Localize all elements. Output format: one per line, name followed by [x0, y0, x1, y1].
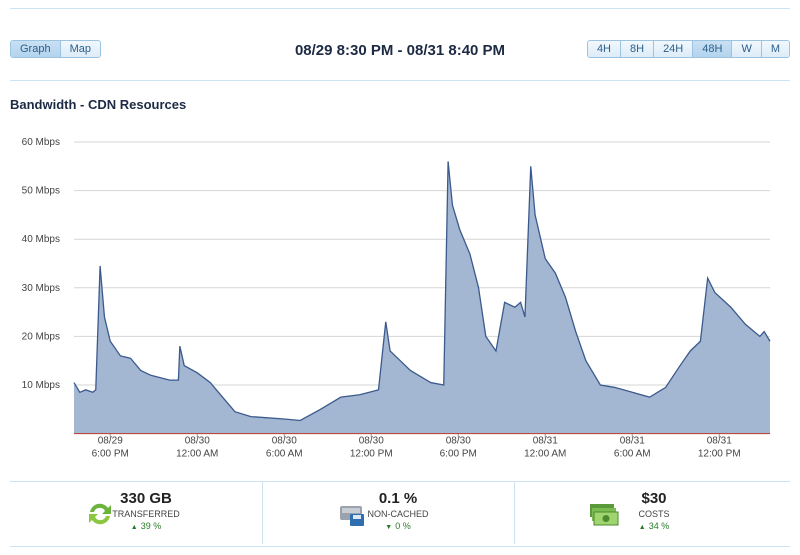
- view-tab[interactable]: Map: [59, 41, 100, 57]
- x-tick-label: 6:00 PM: [92, 449, 129, 460]
- range-buttons: 4H 8H 24H 48H W M: [586, 40, 790, 58]
- stat-label: TRANSFERRED: [112, 509, 180, 519]
- stat-value: 330 GB: [120, 490, 172, 507]
- x-tick-label: 08/31: [620, 436, 645, 447]
- top-rule: [10, 8, 790, 9]
- change-arrow: ▲: [130, 524, 138, 531]
- range-button[interactable]: 48H: [692, 41, 732, 57]
- x-tick-label: 6:00 AM: [266, 449, 303, 460]
- date-range: 08/29 8:30 PM - 08/31 8:40 PM: [294, 42, 506, 59]
- x-tick-label: 08/31: [707, 436, 732, 447]
- area: [74, 161, 770, 434]
- chart: 10 Mbps 20 Mbps 30 Mbps 40 Mbps 50 Mbps 60 Mb…: [22, 137, 771, 460]
- range-button[interactable]: M: [760, 41, 789, 57]
- chart-title: Bandwidth - CDN Resources: [10, 97, 187, 112]
- stats-box: [10, 481, 790, 547]
- x-tick-label: 08/30: [359, 436, 384, 447]
- view-tab[interactable]: Graph: [11, 41, 60, 57]
- stat-label: COSTS: [638, 509, 670, 519]
- y-tick-label: 60 Mbps: [22, 137, 60, 148]
- y-tick-label: 10 Mbps: [22, 380, 60, 391]
- change-arrow: ▼: [385, 524, 393, 531]
- x-tick-label: 08/30: [446, 436, 471, 447]
- x-tick-label: 08/31: [533, 436, 558, 447]
- change-value: 39 %: [140, 521, 162, 531]
- stat-icon: [338, 500, 368, 533]
- x-tick-label: 08/30: [185, 436, 210, 447]
- stat-icon: [86, 500, 114, 533]
- y-tick-label: 40 Mbps: [22, 234, 60, 245]
- line: [73, 161, 771, 422]
- stat-icon: [588, 500, 620, 533]
- x-tick-label: 6:00 PM: [440, 449, 477, 460]
- y-tick-label: 50 Mbps: [22, 186, 60, 197]
- header-rule: [10, 80, 790, 81]
- stat-label: NON-CACHED: [367, 509, 429, 519]
- stat-value: $30: [641, 490, 667, 507]
- stat-change: ▲ 34 %: [594, 521, 714, 531]
- change-arrow: ▲: [638, 524, 646, 531]
- y-tick-label: 20 Mbps: [22, 331, 60, 342]
- range-button[interactable]: W: [731, 41, 761, 57]
- range-button[interactable]: 4H: [587, 41, 620, 57]
- stat-panel: $30 COSTS ▲ 34 %: [514, 482, 790, 544]
- stat-change: ▲ 39 %: [86, 521, 206, 531]
- x-tick-label: 08/30: [272, 436, 297, 447]
- stat-change: ▼ 0 %: [338, 521, 458, 531]
- view-tabs: Graph Map: [10, 40, 101, 58]
- x-tick-label: 08/29: [98, 436, 123, 447]
- x-tick-label: 6:00 AM: [614, 449, 651, 460]
- stat-value: 0.1 %: [378, 490, 418, 507]
- x-tick-label: 12:00 PM: [698, 449, 741, 460]
- range-button[interactable]: 8H: [620, 41, 654, 57]
- stat-panel: 0.1 % NON-CACHED ▼ 0 %: [262, 482, 515, 544]
- x-tick-label: 12:00 PM: [350, 449, 393, 460]
- y-tick-label: 30 Mbps: [22, 283, 60, 294]
- x-tick-label: 12:00 AM: [524, 449, 566, 460]
- change-value: 0 %: [395, 521, 411, 531]
- stat-panel: 330 GB TRANSFERRED ▲ 39 %: [10, 482, 263, 544]
- x-tick-label: 12:00 AM: [176, 449, 218, 460]
- change-value: 34 %: [648, 521, 670, 531]
- range-button[interactable]: 24H: [653, 41, 693, 57]
